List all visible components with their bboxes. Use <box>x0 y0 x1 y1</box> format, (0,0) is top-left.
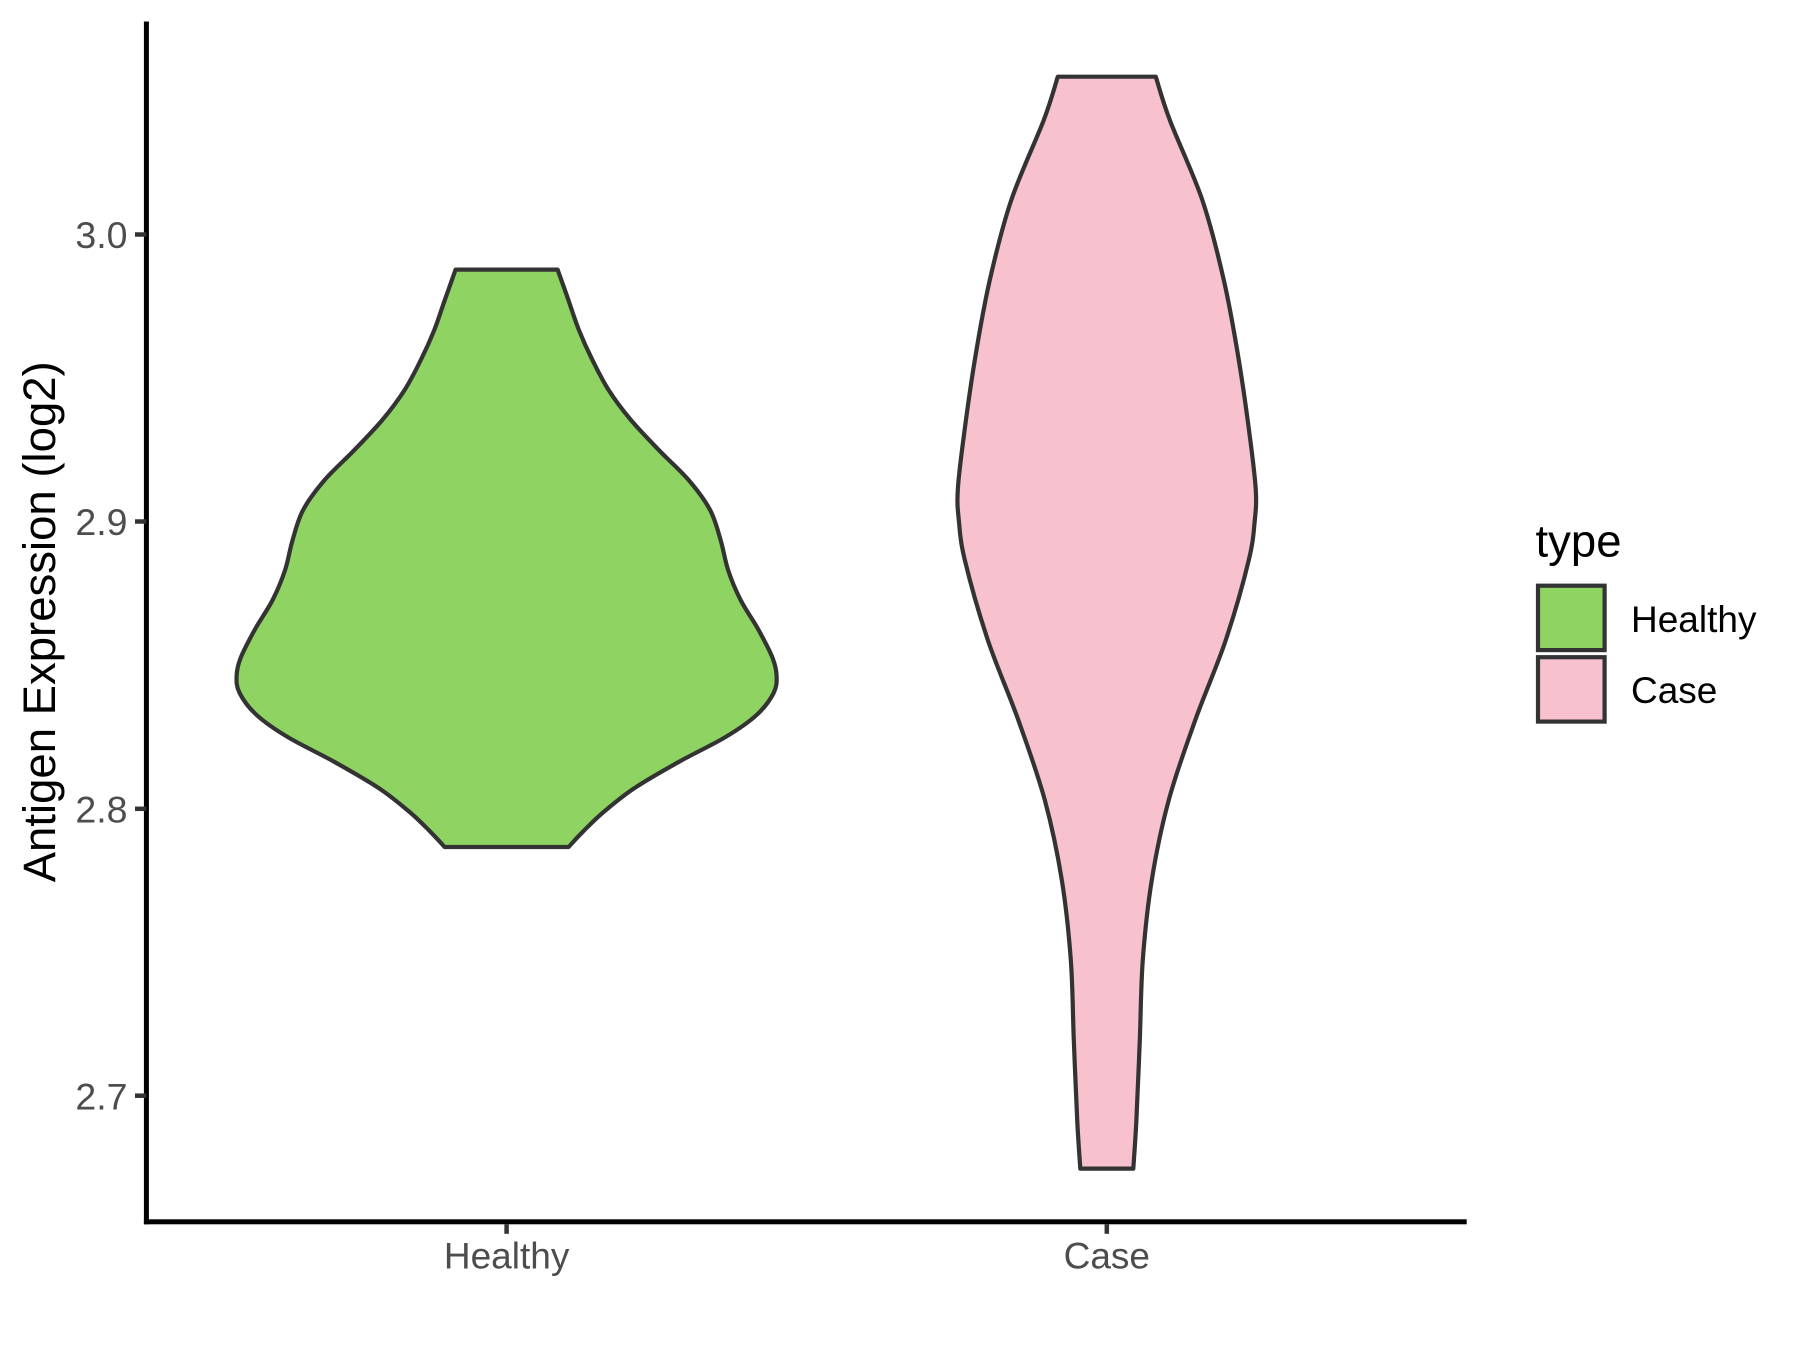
svg-text:type: type <box>1536 516 1622 567</box>
svg-text:Healthy: Healthy <box>444 1236 570 1277</box>
svg-text:Case: Case <box>1631 670 1717 711</box>
svg-text:2.8: 2.8 <box>75 788 127 830</box>
svg-text:2.9: 2.9 <box>75 501 127 543</box>
svg-text:Case: Case <box>1064 1236 1150 1277</box>
svg-text:3.0: 3.0 <box>75 214 127 256</box>
svg-text:2.7: 2.7 <box>75 1075 127 1117</box>
svg-text:Antigen Expression (log2): Antigen Expression (log2) <box>14 361 65 882</box>
svg-text:Healthy: Healthy <box>1631 599 1757 640</box>
